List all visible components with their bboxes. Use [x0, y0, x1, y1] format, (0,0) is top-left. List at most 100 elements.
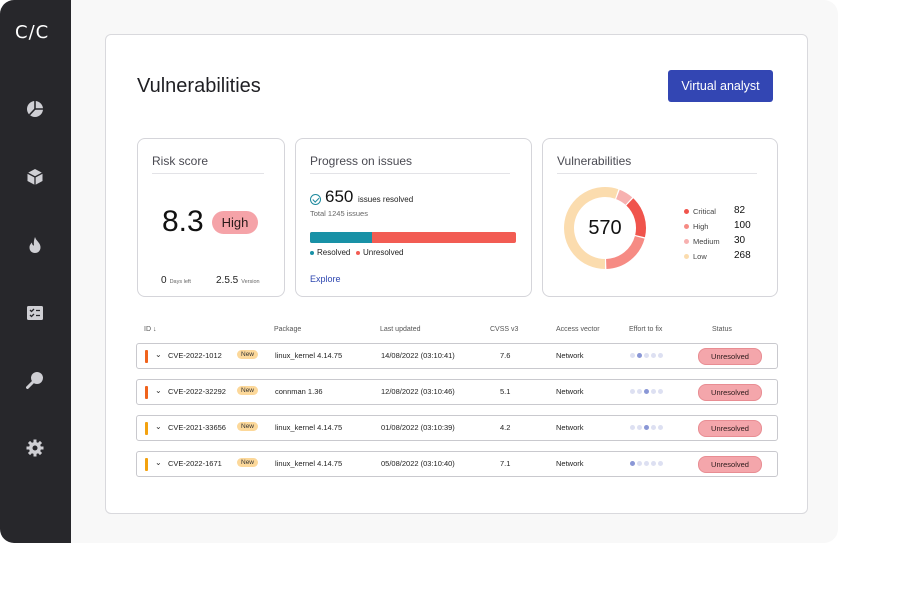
version-value: 2.5.5: [216, 275, 239, 286]
effort-dots: [630, 389, 663, 394]
col-header-access-vector[interactable]: Access vector: [556, 326, 600, 333]
gear-icon[interactable]: [24, 437, 46, 459]
new-badge: New: [237, 422, 259, 431]
new-badge: New: [237, 458, 259, 467]
resolved-dot-icon: [310, 250, 314, 255]
chevron-down-icon[interactable]: ⌄: [155, 350, 162, 359]
access-vector: Network: [556, 459, 584, 468]
cve-id: CVE-2022-32292: [168, 387, 226, 396]
legend-value: 268: [734, 250, 751, 261]
last-updated: 01/08/2022 (03:10:39): [381, 423, 455, 432]
days-left-unit: Days left: [169, 279, 191, 285]
resolved-label: issues resolved: [358, 195, 414, 204]
effort-dot: [637, 353, 642, 358]
effort-dot: [644, 353, 649, 358]
effort-dot: [637, 425, 642, 430]
chevron-down-icon[interactable]: ⌄: [155, 386, 162, 395]
flame-icon[interactable]: [24, 234, 46, 256]
access-vector: Network: [556, 423, 584, 432]
table-row[interactable]: ⌄ CVE-2022-32292 New connman 1.36 12/08/2022…: [136, 379, 778, 405]
package-name: linux_kernel 4.14.75: [275, 351, 343, 360]
legend-label: Critical: [693, 207, 716, 216]
chevron-down-icon[interactable]: ⌄: [155, 458, 162, 467]
risk-score-card: Risk score 8.3 High 0 Days left 2.5.5 Vers…: [137, 138, 285, 297]
status-badge[interactable]: Unresolved: [698, 384, 762, 401]
effort-dots: [630, 425, 663, 430]
effort-dots: [630, 353, 663, 358]
effort-dot: [630, 389, 635, 394]
virtual-analyst-button[interactable]: Virtual analyst: [668, 70, 773, 102]
page-title: Vulnerabilities: [137, 75, 261, 97]
legend-dot-icon: [684, 254, 689, 259]
legend-unresolved: Unresolved: [356, 248, 403, 257]
explore-link[interactable]: Explore: [310, 274, 341, 284]
col-header-package[interactable]: Package: [274, 326, 302, 333]
version-unit: Version: [241, 279, 260, 285]
effort-dot: [658, 425, 663, 430]
severity-indicator: [145, 422, 148, 435]
chevron-down-icon[interactable]: ⌄: [155, 422, 162, 431]
cube-icon[interactable]: [24, 166, 46, 188]
col-header-id[interactable]: ID ↓: [144, 326, 157, 333]
progress-bar-fill: [310, 232, 372, 243]
effort-dot: [644, 425, 649, 430]
vulnerabilities-card: Vulnerabilities 570 Critical 82 High 100 Med…: [542, 138, 778, 297]
risk-level-badge: High: [212, 211, 258, 234]
effort-dot: [637, 389, 642, 394]
severity-indicator: [145, 386, 148, 399]
donut-segment-medium: [615, 189, 633, 205]
effort-dot: [651, 425, 656, 430]
last-updated: 14/08/2022 (03:10:41): [381, 351, 455, 360]
progress-card: Progress on issues 650 issues resolved T…: [295, 138, 532, 297]
status-badge[interactable]: Unresolved: [698, 420, 762, 437]
effort-dot: [651, 353, 656, 358]
effort-dots: [630, 461, 663, 466]
legend-label: Low: [693, 252, 707, 261]
col-header-effort[interactable]: Effort to fix: [629, 326, 663, 333]
unresolved-dot-icon: [356, 250, 360, 255]
sidebar: C/C: [0, 0, 71, 543]
cve-id: CVE-2022-1012: [168, 351, 222, 360]
progress-bar: [310, 232, 516, 243]
donut-segment-low: [564, 187, 619, 269]
package-name: connman 1.36: [275, 387, 323, 396]
severity-indicator: [145, 350, 148, 363]
checklist-icon[interactable]: [24, 302, 46, 324]
legend-value: 30: [734, 235, 746, 246]
legend-label: Medium: [693, 237, 720, 246]
table-row[interactable]: ⌄ CVE-2022-1012 New linux_kernel 4.14.75 14/…: [136, 343, 778, 369]
progress-title: Progress on issues: [310, 154, 510, 174]
effort-dot: [658, 461, 663, 466]
table-row[interactable]: ⌄ CVE-2022-1671 New linux_kernel 4.14.75 05/…: [136, 451, 778, 477]
cvss-score: 7.1: [500, 459, 511, 468]
effort-dot: [658, 389, 663, 394]
app-window: C/C Vulnerabilities Virtual analyst Risk…: [0, 0, 838, 543]
legend-unresolved-label: Unresolved: [363, 248, 404, 257]
new-badge: New: [237, 350, 259, 359]
last-updated: 05/08/2022 (03:10:40): [381, 459, 455, 468]
legend-resolved-label: Resolved: [317, 248, 351, 257]
col-header-cvss[interactable]: CVSS v3: [490, 326, 519, 333]
status-badge[interactable]: Unresolved: [698, 456, 762, 473]
effort-dot: [630, 425, 635, 430]
legend-dot-icon: [684, 209, 689, 214]
main-panel: Vulnerabilities Virtual analyst Risk sco…: [105, 34, 808, 514]
app-logo: C/C: [15, 22, 50, 43]
days-left-stat: 0 Days left: [161, 275, 191, 286]
col-header-status[interactable]: Status: [712, 326, 732, 333]
risk-score-value: 8.3: [162, 205, 204, 238]
last-updated: 12/08/2022 (03:10:46): [381, 387, 455, 396]
col-header-last-updated[interactable]: Last updated: [380, 326, 421, 333]
version-stat: 2.5.5 Version: [216, 275, 260, 286]
status-badge[interactable]: Unresolved: [698, 348, 762, 365]
vulnerabilities-total: 570: [588, 216, 622, 239]
table-row[interactable]: ⌄ CVE-2021-33656 New linux_kernel 4.14.75 01…: [136, 415, 778, 441]
pie-chart-icon[interactable]: [24, 98, 46, 120]
legend-label: High: [693, 222, 709, 231]
access-vector: Network: [556, 387, 584, 396]
effort-dot: [630, 353, 635, 358]
days-left-value: 0: [161, 275, 167, 286]
legend-value: 100: [734, 220, 751, 231]
vulnerabilities-title: Vulnerabilities: [557, 154, 757, 174]
search-icon[interactable]: [24, 369, 46, 391]
